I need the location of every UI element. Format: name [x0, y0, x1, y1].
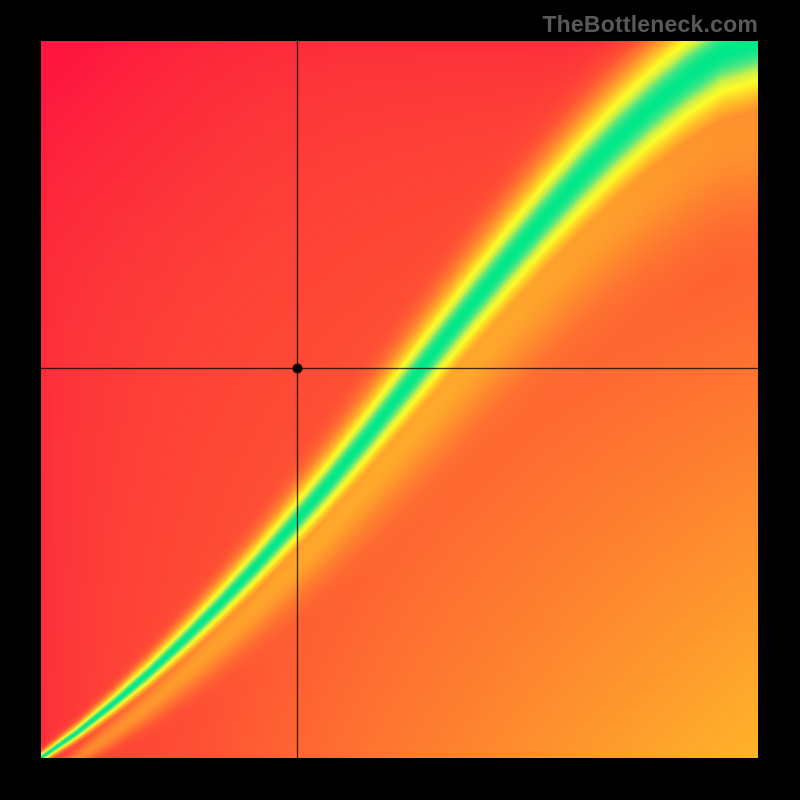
- bottleneck-heatmap: [41, 41, 758, 758]
- frame-bottom: [0, 758, 800, 800]
- watermark-text: TheBottleneck.com: [542, 11, 758, 38]
- frame-right: [758, 0, 800, 800]
- frame-left: [0, 0, 41, 800]
